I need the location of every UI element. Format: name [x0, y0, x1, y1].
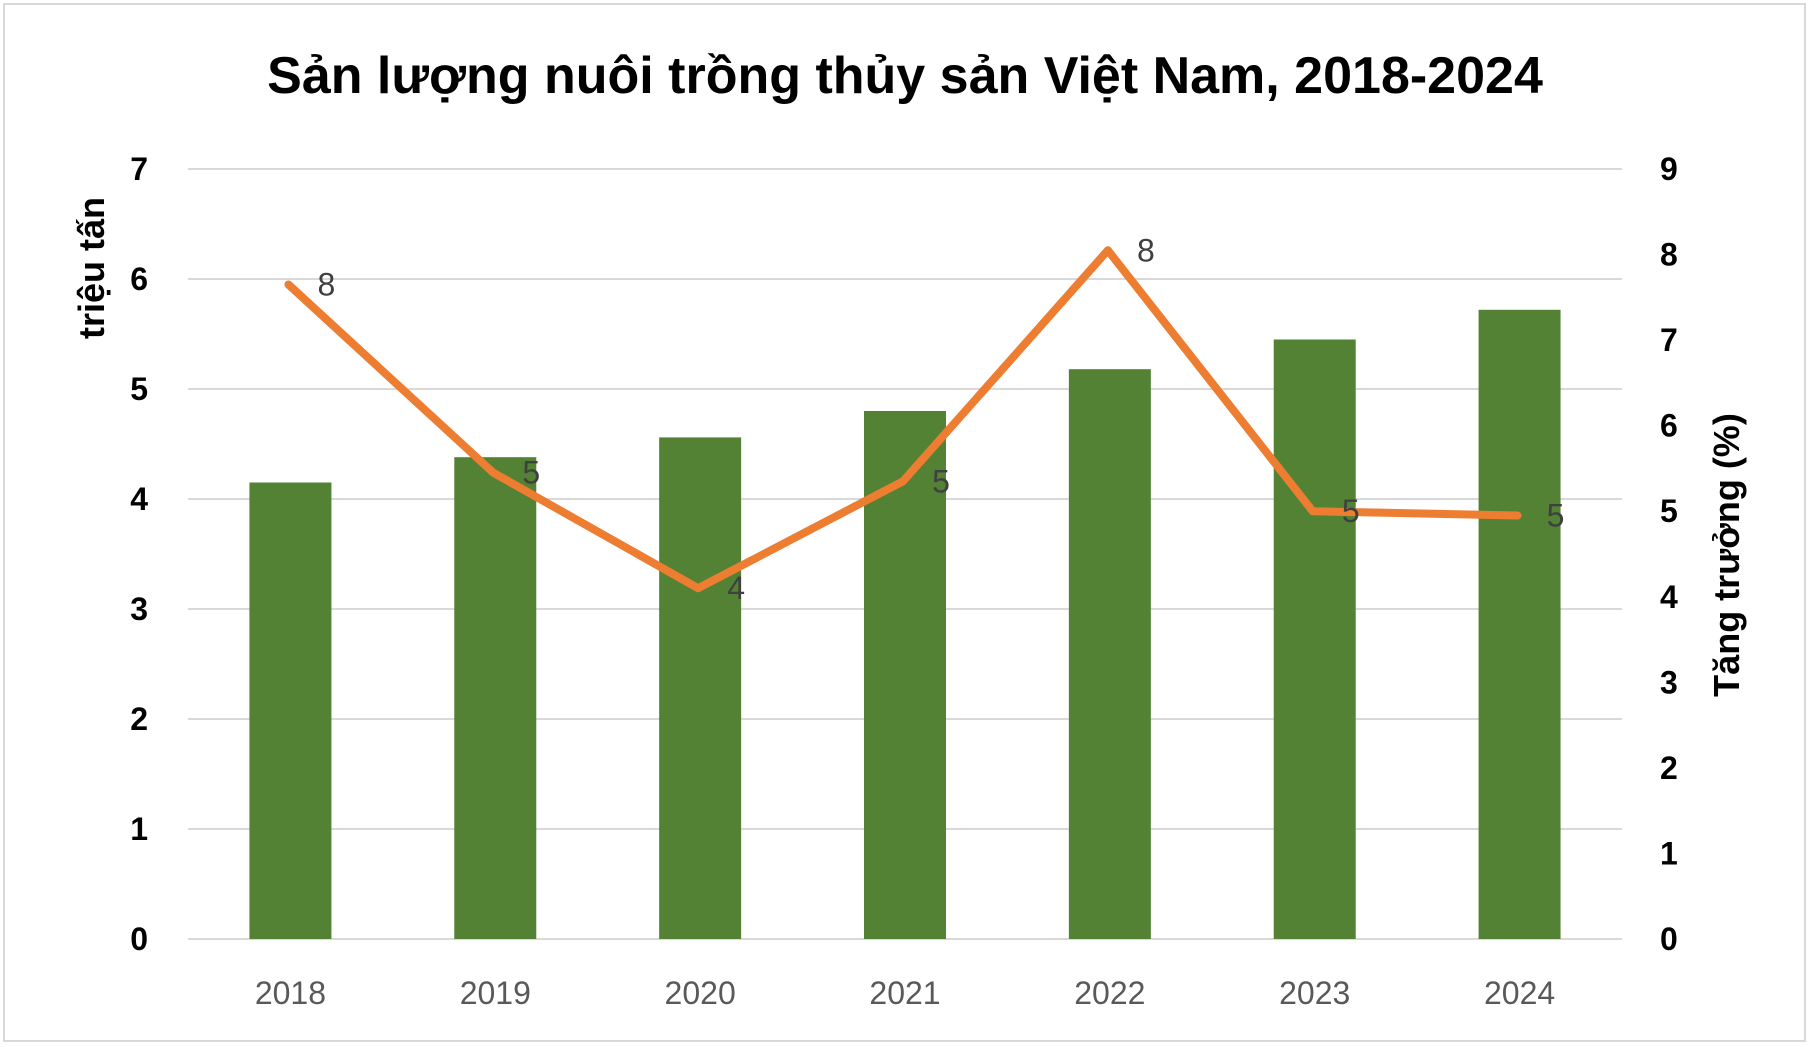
left-tick-label: 4 [130, 481, 148, 517]
line-point [1106, 249, 1109, 252]
line-data-label: 8 [1137, 232, 1155, 268]
right-axis-label: Tăng trưởng (%) [1706, 413, 1747, 697]
left-axis-label: triệu tấn [71, 197, 112, 339]
right-tick-label: 8 [1660, 237, 1678, 273]
bar [1273, 339, 1356, 939]
right-tick-label: 4 [1660, 579, 1678, 615]
bar-series [249, 309, 1561, 939]
left-axis-ticks: 0 1 2 3 4 5 6 7 [130, 151, 148, 957]
left-tick-label: 6 [130, 261, 148, 297]
x-tick-label: 2023 [1279, 975, 1350, 1011]
line-data-label: 5 [522, 455, 540, 491]
line-data-labels: 8 5 4 5 8 5 5 [318, 232, 1565, 606]
line-series [284, 246, 1522, 593]
x-tick-label: 2018 [255, 975, 326, 1011]
right-tick-label: 7 [1660, 322, 1678, 358]
line-point [1311, 510, 1314, 513]
bar [659, 437, 742, 939]
line-point [492, 471, 495, 474]
bar [1068, 369, 1151, 939]
line-data-label: 5 [1342, 493, 1360, 529]
x-tick-label: 2020 [665, 975, 736, 1011]
line-point [697, 587, 700, 590]
x-tick-label: 2019 [460, 975, 531, 1011]
right-tick-label: 1 [1660, 835, 1678, 871]
x-tick-label: 2021 [869, 975, 940, 1011]
right-tick-label: 2 [1660, 750, 1678, 786]
bar [249, 482, 332, 939]
line-point [902, 480, 904, 483]
line-data-label: 5 [1547, 498, 1565, 534]
bar [454, 457, 537, 939]
x-tick-label: 2024 [1484, 975, 1555, 1011]
line-data-label: 4 [727, 570, 745, 606]
x-tick-label: 2022 [1074, 975, 1145, 1011]
left-tick-label: 3 [130, 591, 148, 627]
line-point [287, 283, 290, 286]
left-tick-label: 2 [130, 701, 148, 737]
right-tick-label: 6 [1660, 408, 1678, 444]
left-tick-label: 1 [130, 811, 148, 847]
left-tick-label: 7 [130, 151, 148, 187]
x-axis-ticks: 2018 2019 2020 2021 2022 2023 2024 [255, 975, 1555, 1011]
line-point [1516, 514, 1519, 517]
right-tick-label: 0 [1660, 921, 1678, 957]
chart-title: Sản lượng nuôi trồng thủy sản Việt Nam, … [267, 47, 1543, 105]
line-data-label: 5 [932, 463, 950, 499]
bar [1478, 309, 1561, 939]
right-tick-label: 9 [1660, 151, 1678, 187]
right-axis-ticks: 0 1 2 3 4 5 6 7 8 9 [1660, 151, 1678, 957]
right-tick-label: 3 [1660, 664, 1678, 700]
right-tick-label: 5 [1660, 493, 1678, 529]
line-data-label: 8 [318, 267, 336, 303]
left-tick-label: 5 [130, 371, 148, 407]
left-tick-label: 0 [130, 921, 148, 957]
